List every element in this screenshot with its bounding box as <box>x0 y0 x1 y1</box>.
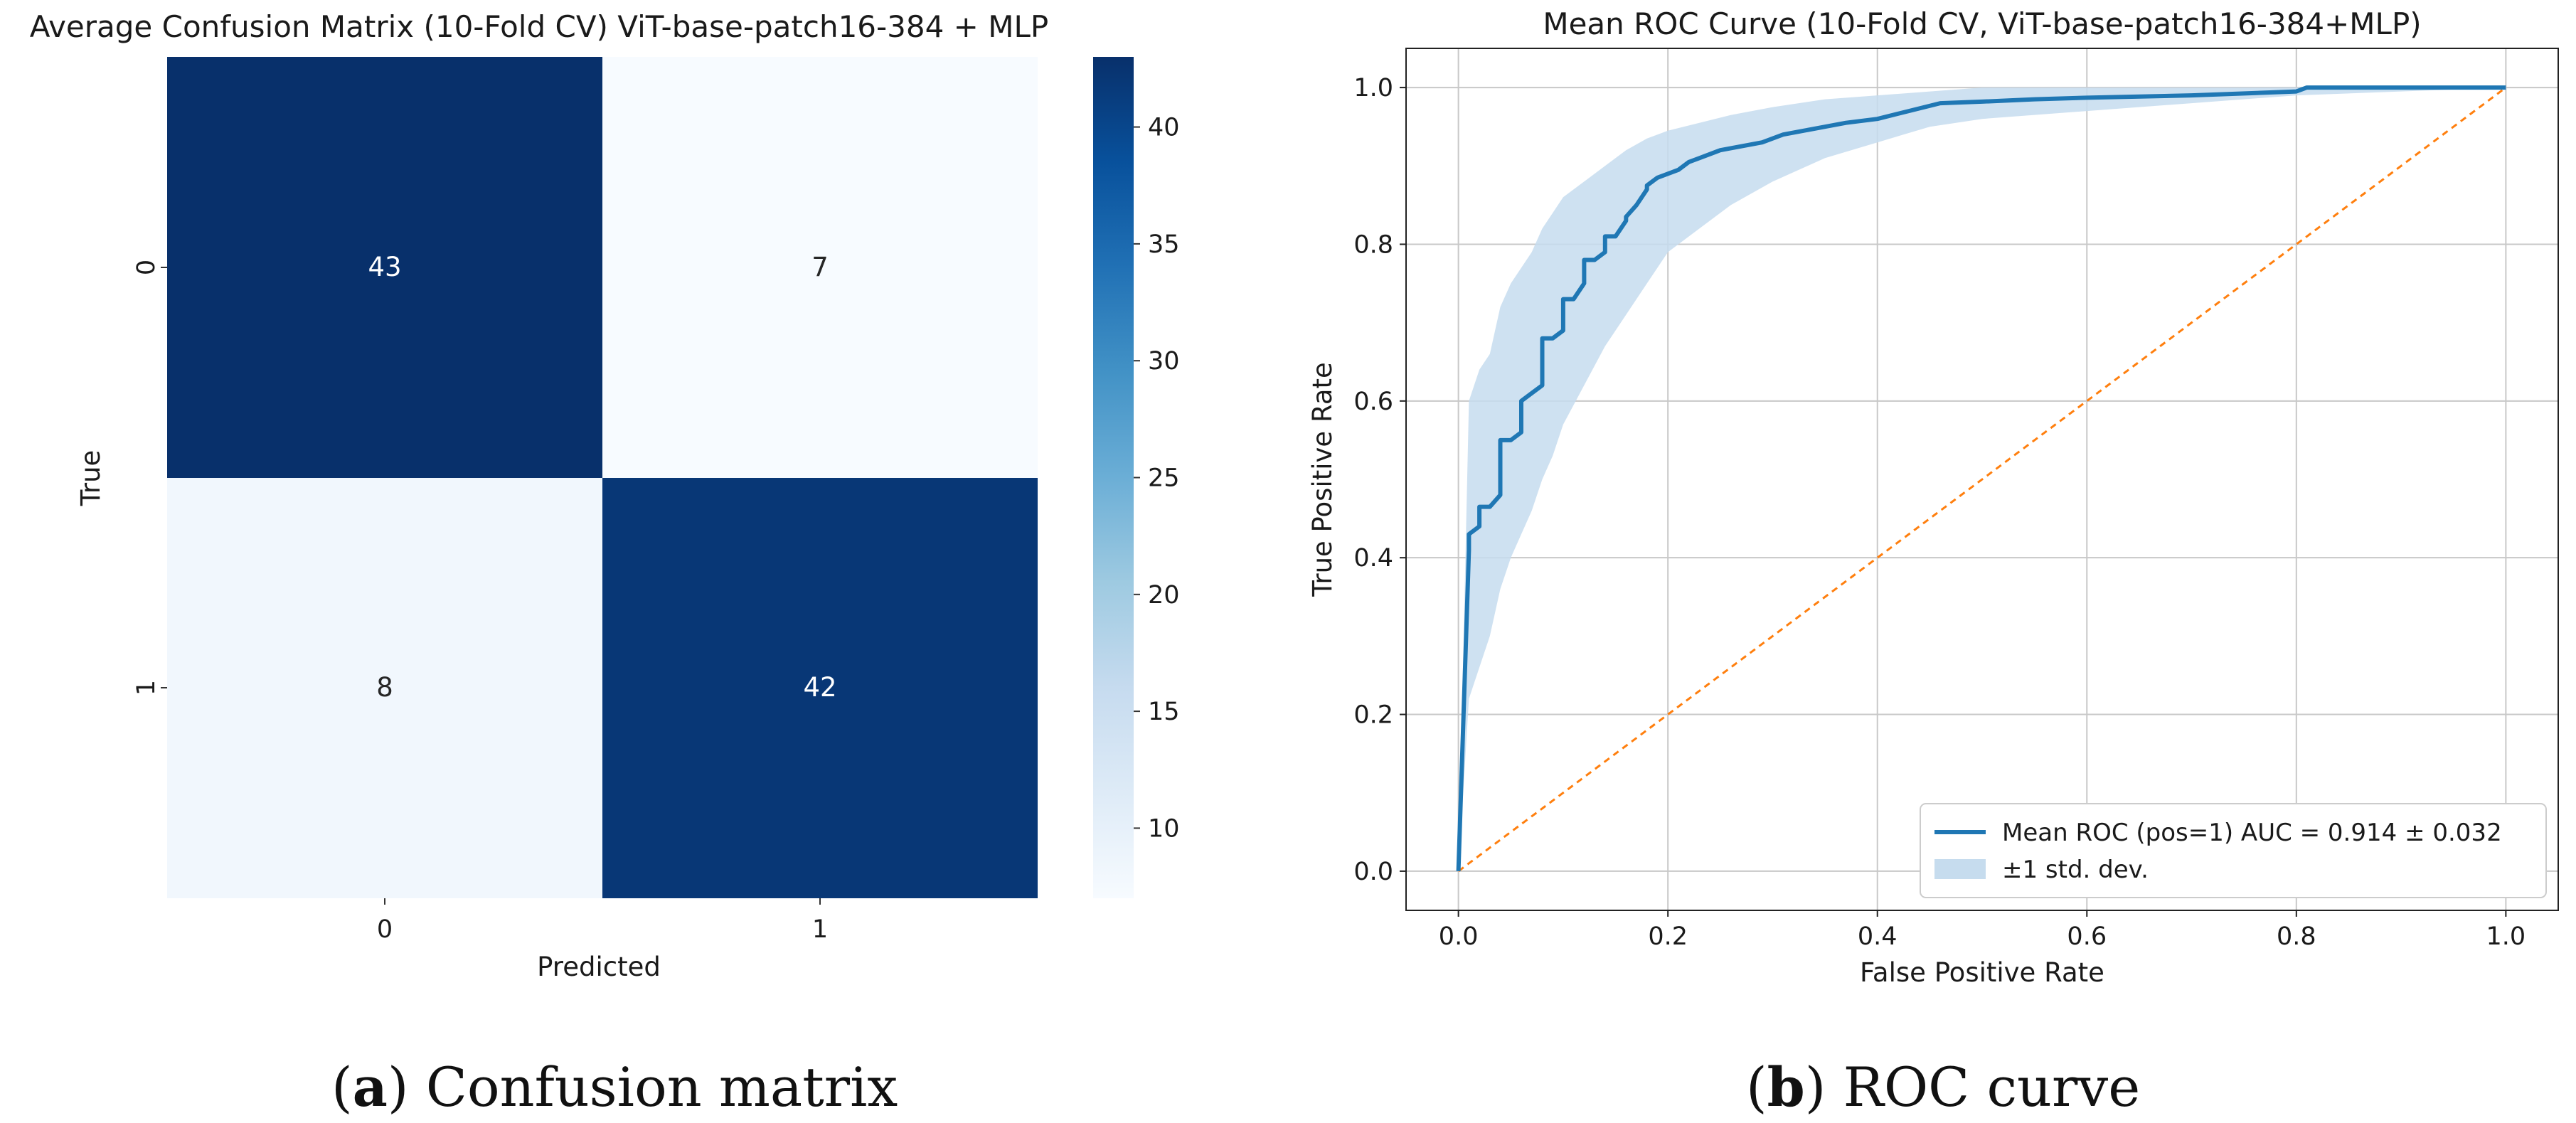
roc-axes-frame <box>1405 48 2559 911</box>
caption-b: (b) ROC curve <box>1746 1055 2140 1119</box>
cm-value-1-1: 42 <box>803 672 836 703</box>
roc-xtick-label: 0.4 <box>1858 922 1898 951</box>
cm-value-1-0: 8 <box>376 672 393 703</box>
roc-xtick-label: 0.2 <box>1648 922 1688 951</box>
roc-xtick-label: 0.0 <box>1439 922 1479 951</box>
roc-xtick-label: 0.6 <box>2067 922 2107 951</box>
roc-ytick-label: 0.6 <box>1353 388 1393 416</box>
cm-colorbar-tick-label: 10 <box>1148 814 1180 843</box>
cm-colorbar-tick-label: 15 <box>1148 698 1180 726</box>
roc-xtick-label: 1.0 <box>2486 922 2526 951</box>
cm-value-0-0: 43 <box>368 252 401 282</box>
caption-b-text: ROC curve <box>1843 1055 2141 1119</box>
roc-legend: Mean ROC (pos=1) AUC = 0.914 ± 0.032 ±1 … <box>1920 803 2547 898</box>
roc-ytick-label: 0.8 <box>1353 230 1393 259</box>
cm-cell-0-0 <box>167 57 602 478</box>
cm-ytick-label-1: 1 <box>132 680 161 696</box>
roc-legend-box <box>1920 803 2547 898</box>
cm-xtick-label-0: 0 <box>377 915 393 944</box>
roc-legend-label-mean: Mean ROC (pos=1) AUC = 0.914 ± 0.032 <box>2002 819 2502 847</box>
cm-colorbar-tick-label: 40 <box>1148 114 1180 142</box>
cm-cell-0-1 <box>602 57 1038 478</box>
cm-colorbar-tick-label: 20 <box>1148 581 1180 610</box>
caption-a: (a) Confusion matrix <box>331 1055 898 1119</box>
cm-colorbar-tick-label: 30 <box>1148 347 1180 376</box>
caption-a-text: Confusion matrix <box>426 1055 898 1119</box>
roc-ylabel: True Positive Rate <box>1307 362 1338 597</box>
caption-a-letter: a <box>353 1055 388 1119</box>
roc-panel: Mean ROC Curve (10-Fold CV, ViT-base-pat… <box>1307 6 2559 988</box>
roc-ytick-label: 0.4 <box>1353 544 1393 573</box>
cm-value-0-1: 7 <box>811 252 829 282</box>
cm-ytick-label-0: 0 <box>132 260 161 275</box>
roc-ytick-label: 1.0 <box>1353 74 1393 102</box>
roc-chance-line <box>1457 86 2507 873</box>
roc-title: Mean ROC Curve (10-Fold CV, ViT-base-pat… <box>1543 6 2421 41</box>
cm-colorbar-tick-label: 25 <box>1148 464 1180 493</box>
cm-cell-1-0 <box>167 478 602 898</box>
confusion-matrix-panel: Average Confusion Matrix (10-Fold CV) Vi… <box>30 9 1180 982</box>
cm-title: Average Confusion Matrix (10-Fold CV) Vi… <box>30 9 1048 44</box>
cm-colorbar-ticks: 10 15 20 25 30 35 40 <box>1134 114 1180 843</box>
caption-b-letter: b <box>1767 1055 1805 1119</box>
roc-xtick-label: 0.8 <box>2277 922 2316 951</box>
roc-ticks: 0.0 0.2 0.4 0.6 0.8 1.0 0.0 0.2 0.4 0.6 0.8 1.0 <box>1353 74 2526 951</box>
cm-cell-1-1 <box>602 478 1038 898</box>
cm-xtick-label-1: 1 <box>812 915 828 944</box>
roc-legend-label-std: ±1 std. dev. <box>2002 856 2149 884</box>
roc-ytick-label: 0.0 <box>1353 858 1393 886</box>
cm-ylabel: True <box>75 450 106 507</box>
cm-colorbar <box>1093 57 1134 898</box>
cm-xlabel: Predicted <box>537 952 661 982</box>
roc-xlabel: False Positive Rate <box>1860 957 2104 988</box>
roc-ytick-label: 0.2 <box>1353 701 1393 730</box>
roc-mean-line <box>1456 85 2506 871</box>
cm-colorbar-tick-label: 35 <box>1148 230 1180 259</box>
roc-legend-band-swatch <box>1934 859 1986 879</box>
